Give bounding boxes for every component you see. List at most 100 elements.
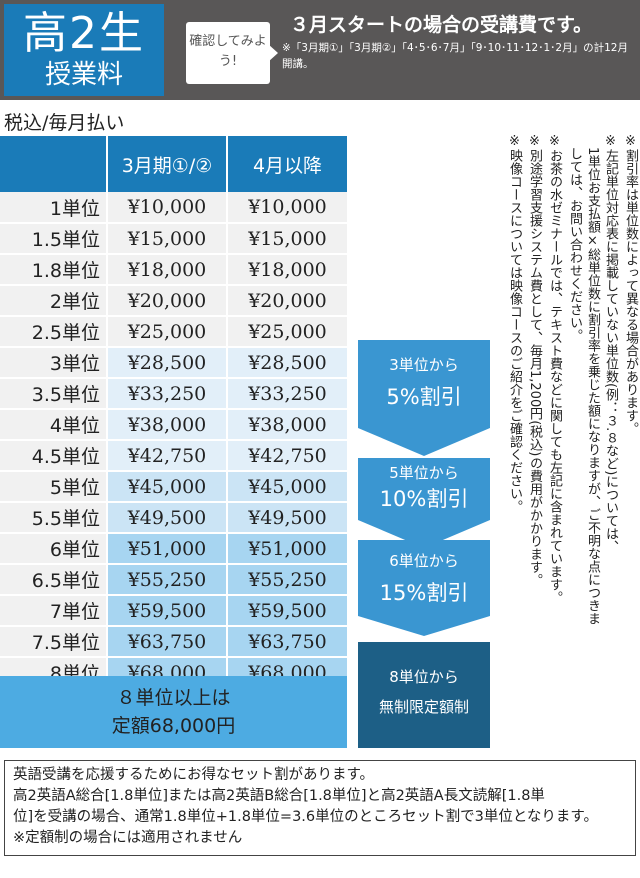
note-7: ※映像コースについては映像コースのご紹介をご確認ください。	[507, 134, 522, 513]
table-header-march: 3月期①/②	[107, 136, 228, 192]
march-price-cell: ¥33,250	[107, 378, 228, 410]
discount-arrow-6: 6単位から 15%割引	[358, 540, 490, 636]
page-title: ３月スタートの場合の受講費です。	[290, 14, 593, 36]
grade-title: 高2生	[23, 8, 145, 59]
march-price-cell: ¥49,500	[107, 502, 228, 534]
note-4: しては、お問い合わせください。	[567, 134, 582, 342]
table-row: 6単位 ¥51,000 ¥51,000	[0, 533, 347, 565]
march-price-cell: ¥20,000	[107, 285, 228, 317]
discount-3-line2: 5%割引	[386, 385, 462, 409]
table-row: 5.5単位 ¥49,500 ¥49,500	[0, 502, 347, 534]
march-price-cell: ¥55,250	[107, 564, 228, 596]
table-row: 4単位 ¥38,000 ¥38,000	[0, 409, 347, 441]
unit-cell: 2単位	[0, 285, 108, 317]
april-price-cell: ¥49,500	[227, 502, 347, 534]
note-6: ※別途学習支援システム費として、毎月1,200円(税込)の費用がかかります。	[527, 134, 542, 587]
set-discount-line4: ※定額制の場合には適用されません	[13, 830, 243, 846]
unlimited-box: 8単位から 無制限定額制	[358, 642, 490, 748]
table-row: 2単位 ¥20,000 ¥20,000	[0, 285, 347, 317]
notes-panel: ※割引率は単位数によって異なる場合があります。 ※左記単位対応表に掲載していない…	[490, 134, 638, 664]
flat-rate-line2: 定額68,000円	[111, 715, 236, 737]
arrow-right-icon	[268, 44, 278, 62]
tax-label: 税込/毎月払い	[4, 112, 125, 134]
discount-5-line2: 10%割引	[379, 487, 469, 511]
april-price-cell: ¥18,000	[227, 254, 347, 286]
note-1: ※割引率は単位数によって異なる場合があります。	[623, 134, 638, 435]
march-price-cell: ¥63,750	[107, 626, 228, 658]
march-price-cell: ¥18,000	[107, 254, 228, 286]
discount-6-line1: 6単位から	[389, 552, 459, 570]
grade-subtitle: 授業料	[44, 60, 123, 90]
header-band: 高2生 授業料 確認してみよう! ３月スタートの場合の受講費です。 ※「3月期①…	[0, 0, 640, 100]
april-price-cell: ¥20,000	[227, 285, 347, 317]
flat-rate-line1: ８単位以上は	[116, 687, 231, 709]
table-header-unit	[0, 136, 108, 192]
april-price-cell: ¥59,500	[227, 595, 347, 627]
table-row: 6.5単位 ¥55,250 ¥55,250	[0, 564, 347, 596]
set-discount-line1: 英語受講を応援するためにお得なセット割があります。	[13, 767, 375, 783]
discount-5-line1: 5単位から	[389, 464, 459, 482]
unit-cell: 1.5単位	[0, 223, 108, 255]
april-price-cell: ¥55,250	[227, 564, 347, 596]
april-price-cell: ¥33,250	[227, 378, 347, 410]
table-row: 1.8単位 ¥18,000 ¥18,000	[0, 254, 347, 286]
march-price-cell: ¥45,000	[107, 471, 228, 503]
table-row: 3単位 ¥28,500 ¥28,500	[0, 347, 347, 379]
unit-cell: 1単位	[0, 192, 108, 224]
unlimited-line1: 8単位から	[389, 668, 459, 686]
set-discount-line2: 高2英語A総合[1.8単位]または高2英語B総合[1.8単位]と高2英語A長文読…	[13, 788, 545, 804]
set-discount-box: 英語受講を応援するためにお得なセット割があります。 高2英語A総合[1.8単位]…	[4, 760, 636, 856]
april-price-cell: ¥10,000	[227, 192, 347, 224]
table-row: 5単位 ¥45,000 ¥45,000	[0, 471, 347, 503]
discount-6-line2: 15%割引	[379, 581, 469, 605]
march-price-cell: ¥15,000	[107, 223, 228, 255]
april-price-cell: ¥15,000	[227, 223, 347, 255]
april-price-cell: ¥38,000	[227, 409, 347, 441]
march-price-cell: ¥38,000	[107, 409, 228, 441]
schedule-note: ※「3月期①」「3月期②」「4･5･6･7月」「9･10･11･12･1･2月」…	[282, 42, 628, 70]
grade-badge: 高2生 授業料	[4, 4, 164, 96]
note-5: ※お茶の水ゼミナールでは、テキスト費などに関しても左記に含まれています。	[547, 134, 562, 604]
note-2: ※左記単位対応表に掲載していない単位数(例：３.８など)については、	[603, 134, 618, 554]
april-price-cell: ¥42,750	[227, 440, 347, 472]
march-price-cell: ¥28,500	[107, 347, 228, 379]
unit-cell: 6.5単位	[0, 564, 108, 596]
unit-cell: 1.8単位	[0, 254, 108, 286]
table-row: 4.5単位 ¥42,750 ¥42,750	[0, 440, 347, 472]
table-row: 1単位 ¥10,000 ¥10,000	[0, 192, 347, 224]
unit-cell: 4.5単位	[0, 440, 108, 472]
flat-rate-box: ８単位以上は 定額68,000円	[0, 676, 347, 748]
march-price-cell: ¥10,000	[107, 192, 228, 224]
april-price-cell: ¥45,000	[227, 471, 347, 503]
unit-cell: 5単位	[0, 471, 108, 503]
april-price-cell: ¥63,750	[227, 626, 347, 658]
table-row: 7.5単位 ¥63,750 ¥63,750	[0, 626, 347, 658]
unit-cell: 3.5単位	[0, 378, 108, 410]
table-header-april: 4月以降	[227, 136, 347, 192]
table-header-row: 3月期①/② 4月以降	[0, 136, 347, 192]
april-price-cell: ¥51,000	[227, 533, 347, 565]
table-row: 1.5単位 ¥15,000 ¥15,000	[0, 223, 347, 255]
unit-cell: 7.5単位	[0, 626, 108, 658]
set-discount-line3: 位]を受講の場合、通常1.8単位+1.8単位=3.6単位のところセット割で3単位…	[13, 809, 598, 825]
discount-arrow-5: 5単位から 10%割引	[358, 458, 490, 548]
april-price-cell: ¥25,000	[227, 316, 347, 348]
march-price-cell: ¥25,000	[107, 316, 228, 348]
unit-cell: 2.5単位	[0, 316, 108, 348]
march-price-cell: ¥42,750	[107, 440, 228, 472]
unlimited-line2: 無制限定額制	[378, 698, 469, 716]
march-price-cell: ¥59,500	[107, 595, 228, 627]
april-price-cell: ¥28,500	[227, 347, 347, 379]
discount-arrow-3: 3単位から 5%割引	[358, 340, 490, 456]
table-row: 2.5単位 ¥25,000 ¥25,000	[0, 316, 347, 348]
march-price-cell: ¥51,000	[107, 533, 228, 565]
note-3: 1単位お支払額×総単位数に割引率を乗じた額になりますが、ご不明な点につきま	[585, 134, 600, 626]
table-row: 3.5単位 ¥33,250 ¥33,250	[0, 378, 347, 410]
unit-cell: 7単位	[0, 595, 108, 627]
unit-cell: 5.5単位	[0, 502, 108, 534]
price-table: 3月期①/② 4月以降 1単位 ¥10,000 ¥10,000 1.5単位 ¥15,00…	[0, 136, 347, 689]
table-row: 7単位 ¥59,500 ¥59,500	[0, 595, 347, 627]
unit-cell: 4単位	[0, 409, 108, 441]
discount-3-line1: 3単位から	[389, 356, 459, 374]
unit-cell: 3単位	[0, 347, 108, 379]
